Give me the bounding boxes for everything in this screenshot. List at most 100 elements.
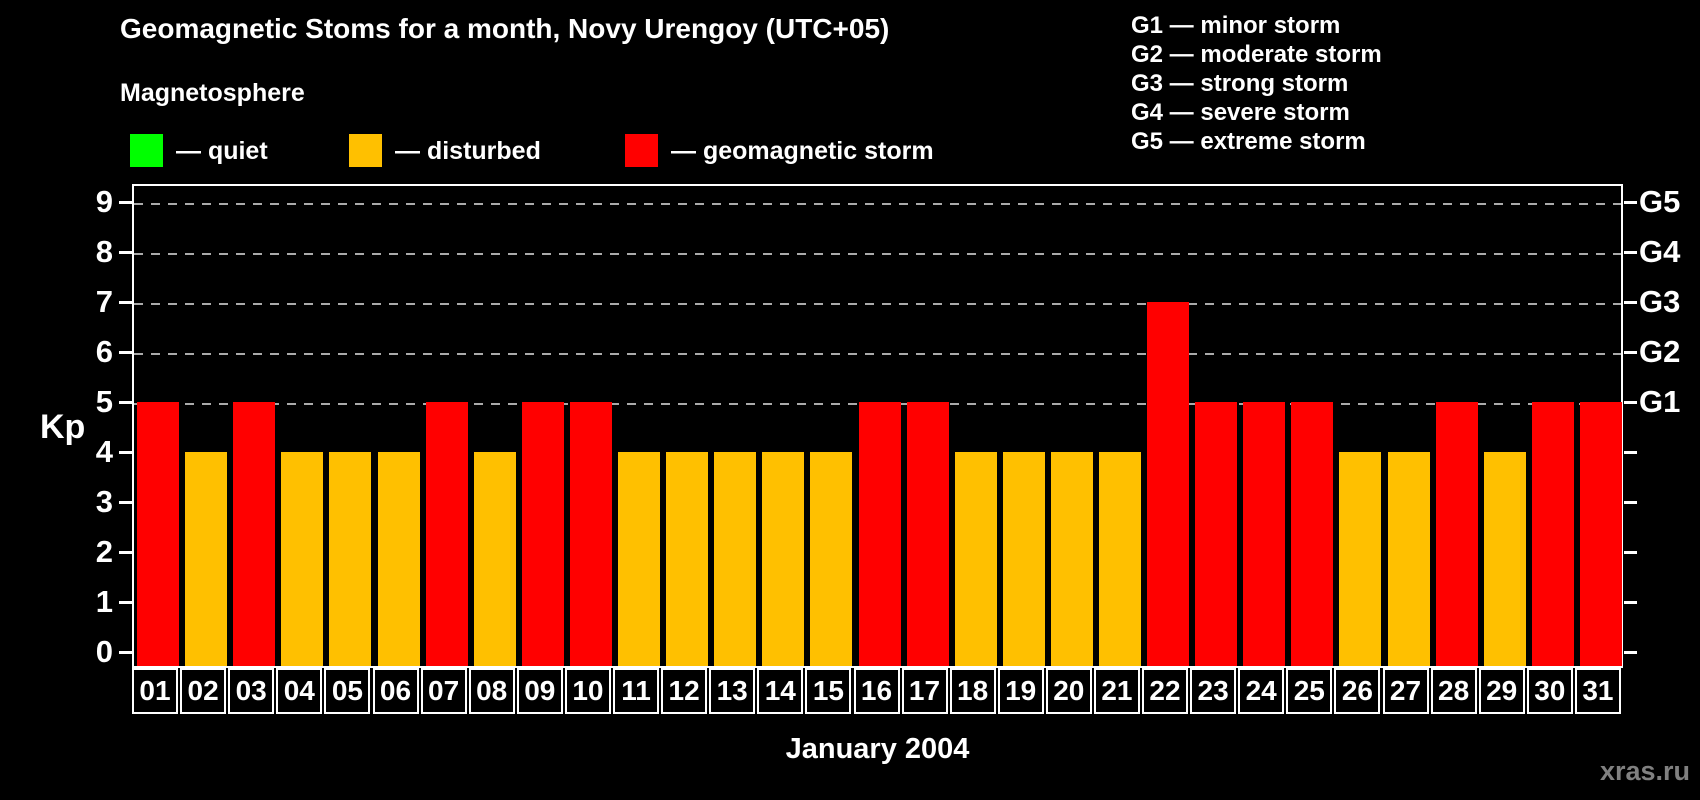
y-left-tick-3 (119, 501, 132, 504)
gridline-kp6 (134, 353, 1621, 355)
storm-swatch (625, 134, 658, 167)
kp-bar-day-24 (1243, 402, 1286, 666)
day-label-31: 31 (1574, 668, 1621, 714)
kp-bar-day-19 (1002, 452, 1045, 666)
y-left-tick-label-4: 4 (95, 434, 113, 469)
y-left-tick-2 (119, 551, 132, 554)
day-label-30: 30 (1526, 668, 1573, 714)
day-label-25: 25 (1286, 668, 1333, 714)
y-right-tick-5 (1624, 401, 1637, 404)
day-label-06: 06 (372, 668, 419, 714)
kp-bar-day-18 (954, 452, 997, 666)
kp-bar-day-05 (329, 452, 372, 666)
kp-bar-day-22 (1147, 302, 1189, 666)
watermark: xras.ru (1599, 756, 1690, 786)
kp-bar-day-16 (858, 402, 901, 666)
day-label-26: 26 (1334, 668, 1381, 714)
g-axis-label-G4: G4 (1639, 234, 1681, 269)
day-label-22: 22 (1142, 668, 1188, 714)
y-right-tick-3 (1624, 501, 1637, 504)
quiet-swatch (130, 134, 163, 167)
y-left-tick-label-9: 9 (95, 184, 113, 219)
y-left-tick-5 (119, 401, 132, 404)
y-right-tick-1 (1624, 601, 1637, 604)
y-left-tick-9 (119, 201, 132, 204)
gridline-kp9 (134, 203, 1621, 205)
day-label-12: 12 (661, 668, 708, 714)
kp-bar-day-04 (281, 452, 324, 666)
y-right-tick-6 (1624, 351, 1637, 354)
kp-bar-day-10 (569, 402, 612, 666)
y-left-tick-label-3: 3 (95, 484, 113, 519)
kp-bar-day-26 (1339, 452, 1382, 666)
day-label-14: 14 (757, 668, 804, 714)
quiet-legend-label: — quiet (176, 137, 268, 165)
y-left-tick-8 (119, 251, 132, 254)
kp-bar-day-01 (137, 402, 179, 666)
kp-bar-day-15 (810, 452, 853, 666)
y-right-tick-4 (1624, 451, 1637, 454)
kp-bar-day-13 (714, 452, 757, 666)
y-right-tick-2 (1624, 551, 1637, 554)
kp-bar-day-27 (1387, 452, 1430, 666)
day-label-28: 28 (1430, 668, 1477, 714)
kp-bar-day-12 (666, 452, 709, 666)
y-left-tick-1 (119, 601, 132, 604)
kp-bar-day-25 (1291, 402, 1334, 666)
day-label-07: 07 (420, 668, 467, 714)
day-label-16: 16 (853, 668, 900, 714)
day-label-24: 24 (1238, 668, 1285, 714)
chart-title: Geomagnetic Stoms for a month, Novy Uren… (120, 13, 890, 44)
plot-area (132, 184, 1623, 668)
g-scale-legend-item: G5 — extreme storm (1131, 128, 1366, 155)
y-left-tick-7 (119, 301, 132, 304)
day-label-17: 17 (901, 668, 948, 714)
day-label-23: 23 (1190, 668, 1237, 714)
y-left-tick-label-0: 0 (95, 634, 113, 669)
magnetosphere-legend-heading: Magnetosphere (120, 79, 305, 107)
day-label-09: 09 (516, 668, 563, 714)
day-label-03: 03 (228, 668, 275, 714)
storm-legend-label: — geomagnetic storm (671, 137, 934, 165)
kp-bar-day-06 (377, 452, 420, 666)
gridline-kp8 (134, 253, 1621, 255)
kp-bar-day-20 (1050, 452, 1093, 666)
g-axis-label-G2: G2 (1639, 334, 1681, 369)
day-label-18: 18 (949, 668, 996, 714)
y-left-tick-label-6: 6 (95, 334, 113, 369)
day-label-01: 01 (132, 668, 178, 714)
g-axis-label-G5: G5 (1639, 184, 1681, 219)
kp-bar-day-03 (233, 402, 276, 666)
day-label-11: 11 (613, 668, 659, 714)
kp-bar-day-11 (618, 452, 660, 666)
day-label-15: 15 (805, 668, 852, 714)
kp-axis-label: Kp (40, 408, 86, 446)
y-right-tick-7 (1624, 301, 1637, 304)
day-label-13: 13 (709, 668, 756, 714)
kp-bar-day-30 (1531, 402, 1574, 666)
day-label-27: 27 (1382, 668, 1429, 714)
y-left-tick-label-7: 7 (95, 284, 113, 319)
disturbed-swatch (349, 134, 382, 167)
kp-bar-day-14 (762, 452, 805, 666)
day-label-29: 29 (1478, 668, 1525, 714)
y-right-tick-8 (1624, 251, 1637, 254)
g-scale-legend-item: G4 — severe storm (1131, 99, 1350, 126)
kp-bar-day-29 (1483, 452, 1526, 666)
y-left-tick-6 (119, 351, 132, 354)
kp-bar-day-17 (906, 402, 949, 666)
disturbed-legend-label: — disturbed (395, 137, 541, 165)
day-label-10: 10 (564, 668, 611, 714)
x-axis-title: January 2004 (785, 733, 970, 765)
y-left-tick-label-8: 8 (95, 234, 113, 269)
kp-bar-day-07 (425, 402, 468, 666)
gridline-kp7 (134, 303, 1621, 305)
y-right-tick-9 (1624, 201, 1637, 204)
day-label-21: 21 (1093, 668, 1140, 714)
day-label-08: 08 (468, 668, 515, 714)
g-axis-label-G1: G1 (1639, 384, 1681, 419)
kp-bar-day-28 (1435, 402, 1478, 666)
g-scale-legend-item: G1 — minor storm (1131, 12, 1341, 39)
kp-bar-day-08 (473, 452, 516, 666)
